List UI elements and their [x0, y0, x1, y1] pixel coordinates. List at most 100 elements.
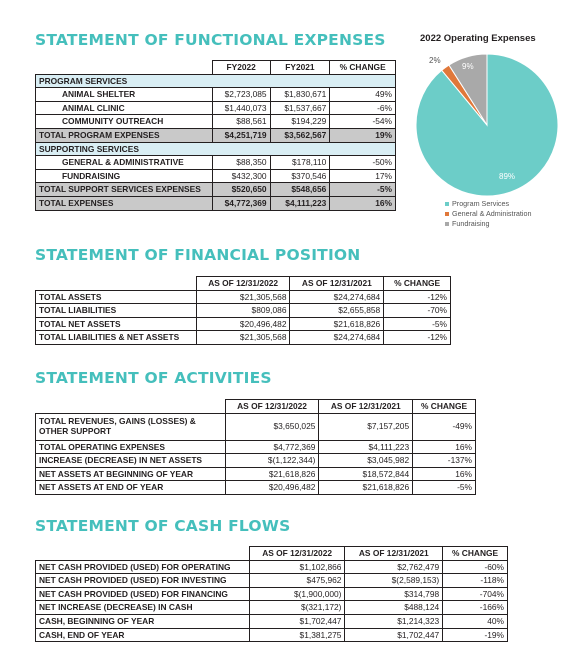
row-fy2021: $1,830,671 [269, 87, 331, 102]
header-2021: AS OF 12/31/2021 [344, 546, 444, 561]
row-fy2021: $194,229 [269, 114, 331, 129]
header-change: % CHANGE [412, 399, 476, 414]
header-fy2021: FY2021 [269, 60, 331, 75]
row-2021: $18,572,844 [318, 466, 414, 482]
row-label: FUNDRAISING [35, 168, 213, 184]
total-fy2021: $548,656 [269, 182, 331, 197]
table-row: TOTAL ASSETS $21,305,568 $24,274,684 -12… [35, 289, 451, 305]
row-change: -50% [329, 155, 396, 170]
row-2021: $2,655,858 [289, 303, 385, 318]
row-label: TOTAL ASSETS [35, 289, 197, 305]
row-fy2022: $2,723,085 [211, 87, 271, 102]
row-change: -70% [383, 303, 451, 318]
row-2022: $1,702,447 [248, 613, 346, 629]
activities-table: AS OF 12/31/2022 AS OF 12/31/2021 % CHAN… [35, 399, 476, 495]
row-change: 40% [442, 613, 508, 629]
row-fy2022: $88,350 [211, 155, 271, 170]
table-row: NET ASSETS AT END OF YEAR $20,496,482 $2… [35, 480, 476, 495]
header-blank [35, 60, 213, 75]
row-fy2022: $1,440,073 [211, 100, 271, 116]
table-row: COMMUNITY OUTREACH $88,561 $194,229 -54% [35, 114, 396, 129]
row-2022: $3,650,025 [224, 412, 320, 441]
total-label: TOTAL EXPENSES [35, 195, 213, 211]
pie-slice-general-admin [441, 64, 488, 126]
row-label: NET CASH PROVIDED (USED) FOR INVESTING [35, 573, 250, 588]
total-fy2022: $4,251,719 [211, 127, 271, 143]
row-change: -5% [412, 480, 476, 495]
row-2021: $7,157,205 [318, 412, 414, 441]
row-change: -12% [383, 330, 451, 345]
row-change: 49% [329, 87, 396, 102]
row-change: -118% [442, 573, 508, 588]
row-change: -6% [329, 100, 396, 116]
row-2021: $1,702,447 [344, 627, 444, 643]
table-header-row: FY2022 FY2021 % CHANGE [35, 60, 396, 75]
pie-label-fundraising: 9% [462, 62, 474, 71]
table-header-row: AS OF 12/31/2022 AS OF 12/31/2021 % CHAN… [35, 276, 451, 291]
table-row: NET CASH PROVIDED (USED) FOR INVESTING $… [35, 573, 508, 588]
row-change: -137% [412, 453, 476, 468]
header-blank [35, 276, 197, 291]
row-2021: $2,762,479 [344, 559, 444, 575]
row-2022: $475,962 [248, 573, 346, 588]
grand-total-row: TOTAL EXPENSES $4,772,369 $4,111,223 16% [35, 195, 396, 211]
row-label: CASH, BEGINNING OF YEAR [35, 613, 250, 629]
row-label: TOTAL NET ASSETS [35, 316, 197, 332]
legend-item-general-admin: General & Administration [445, 209, 532, 218]
row-fy2021: $370,546 [269, 168, 331, 184]
table-row: NET INCREASE (DECREASE) IN CASH $(321,17… [35, 600, 508, 615]
row-change: 16% [412, 439, 476, 455]
legend-label: General & Administration [452, 209, 532, 218]
table-row: CASH, END OF YEAR $1,381,275 $1,702,447 … [35, 627, 508, 643]
total-change: 19% [329, 127, 396, 143]
legend-label: Program Services [452, 199, 510, 208]
row-change: 16% [412, 466, 476, 482]
table-row: NET CASH PROVIDED (USED) FOR FINANCING $… [35, 586, 508, 602]
row-label: TOTAL LIABILITIES & NET ASSETS [35, 330, 197, 345]
row-label: GENERAL & ADMINISTRATIVE [35, 155, 213, 170]
legend-item-fundraising: Fundraising [445, 219, 490, 228]
row-change: -19% [442, 627, 508, 643]
header-2022: AS OF 12/31/2022 [195, 276, 291, 291]
supporting-services-header-row: SUPPORTING SERVICES [35, 141, 396, 157]
row-label: NET ASSETS AT BEGINNING OF YEAR [35, 466, 226, 482]
table-header-row: AS OF 12/31/2022 AS OF 12/31/2021 % CHAN… [35, 546, 508, 561]
total-change: 16% [329, 195, 396, 211]
row-change: -60% [442, 559, 508, 575]
row-change: -49% [412, 412, 476, 441]
total-fy2022: $4,772,369 [211, 195, 271, 211]
header-change: % CHANGE [329, 60, 396, 75]
table-row: TOTAL LIABILITIES & NET ASSETS $21,305,5… [35, 330, 451, 345]
table-row: TOTAL REVENUES, GAINS (LOSSES) & OTHER S… [35, 412, 476, 441]
total-change: -5% [329, 182, 396, 197]
table-row: INCREASE (DECREASE) IN NET ASSETS $(1,12… [35, 453, 476, 468]
row-change: -704% [442, 586, 508, 602]
legend-label: Fundraising [452, 219, 490, 228]
program-services-header-row: PROGRAM SERVICES [35, 73, 396, 89]
pie-label-program-services: 89% [499, 172, 516, 181]
row-2022: $1,381,275 [248, 627, 346, 643]
table-header-row: AS OF 12/31/2022 AS OF 12/31/2021 % CHAN… [35, 399, 476, 414]
row-label: TOTAL LIABILITIES [35, 303, 197, 318]
row-2021: $21,618,826 [318, 480, 414, 495]
row-label: CASH, END OF YEAR [35, 627, 250, 643]
row-2021: $24,274,684 [289, 330, 385, 345]
table-row: ANIMAL CLINIC $1,440,073 $1,537,667 -6% [35, 100, 396, 116]
supporting-services-label: SUPPORTING SERVICES [35, 141, 396, 157]
row-2021: $21,618,826 [289, 316, 385, 332]
total-fy2021: $3,562,567 [269, 127, 331, 143]
row-label: NET ASSETS AT END OF YEAR [35, 480, 226, 495]
financial-position-table: AS OF 12/31/2022 AS OF 12/31/2021 % CHAN… [35, 276, 451, 345]
table-row: NET CASH PROVIDED (USED) FOR OPERATING $… [35, 559, 508, 575]
row-fy2022: $88,561 [211, 114, 271, 129]
functional-expenses-table: FY2022 FY2021 % CHANGE PROGRAM SERVICES … [35, 60, 396, 211]
header-change: % CHANGE [383, 276, 451, 291]
row-2022: $1,102,866 [248, 559, 346, 575]
row-2022: $21,305,568 [195, 330, 291, 345]
row-2022: $(321,172) [248, 600, 346, 615]
row-2021: $(2,589,153) [344, 573, 444, 588]
row-change: -54% [329, 114, 396, 129]
row-fy2021: $178,110 [269, 155, 331, 170]
total-row: TOTAL SUPPORT SERVICES EXPENSES $520,650… [35, 182, 396, 197]
row-label: NET INCREASE (DECREASE) IN CASH [35, 600, 250, 615]
